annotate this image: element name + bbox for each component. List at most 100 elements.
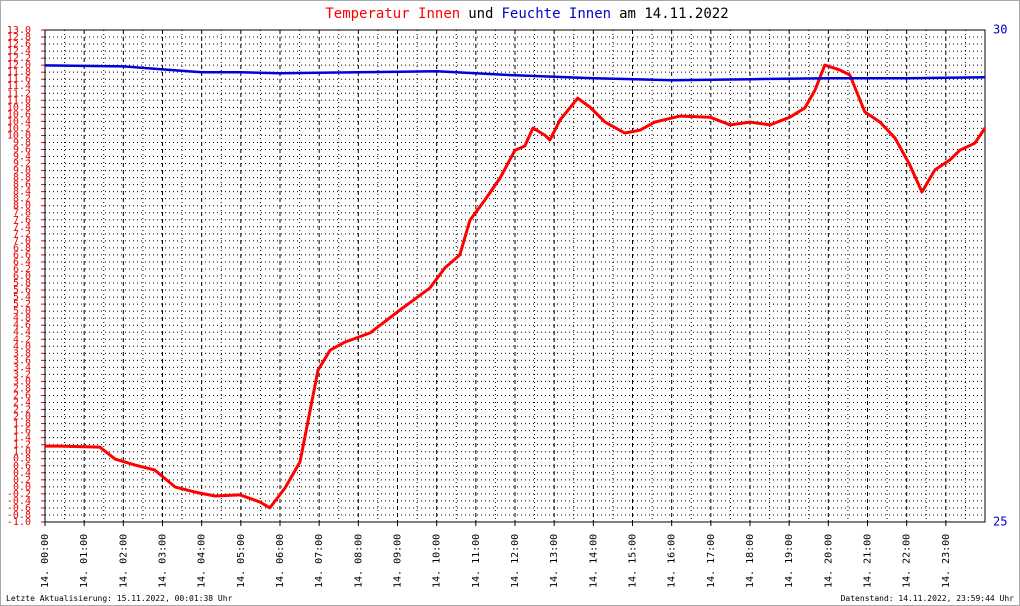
y-tick-label: 6.4 [13,257,31,268]
y-tick-label: 1.0 [13,447,31,458]
y-tick-label: 2.2 [13,405,31,416]
y-tick-label: 9.2 [13,159,31,170]
y-tick-label: 0.8 [13,454,31,465]
y-tick-label: 2.6 [13,390,31,401]
y-tick-label: 11.6 [7,74,31,85]
plot-border [44,29,986,523]
x-tick-label: 14. 05:00 [236,534,247,588]
y-tick-label: 13.0 [7,25,31,36]
y-tick-label: 10.0 [7,130,31,141]
x-tick-label: 14. 02:00 [118,534,129,588]
chart-title: Temperatur Innen und Feuchte Innen am 14.11… [325,6,728,22]
title-part: Temperatur Innen [325,6,460,22]
y2-tick-label: 25 [993,515,1007,529]
y-tick-label: 8.8 [13,173,31,184]
x-tick-label: 14. 06:00 [275,534,286,588]
y-tick-label: 0.6 [13,461,31,472]
x-tick-label: 14. 01:00 [79,534,90,588]
x-tick-label: 14. 16:00 [667,534,678,588]
y-tick-label: 7.4 [13,222,31,233]
y-tick-label: 5.6 [13,285,31,296]
y-tick-label: 9.4 [13,152,31,163]
y-tick-label: 4.0 [13,341,31,352]
y-tick-label: 12.4 [7,46,31,57]
y-tick-label: -0.6 [7,503,31,514]
x-tick-label: 14. 10:00 [432,534,443,588]
x-tick-label: 14. 14:00 [588,534,599,588]
x-tick-label: 14. 21:00 [863,534,874,588]
y-tick-label: 3.4 [13,362,31,373]
title-part: Feuchte Innen [502,6,612,22]
x-tick-label: 14. 12:00 [510,534,521,588]
y-tick-label: 8.0 [13,201,31,212]
y-tick-label: 7.2 [13,229,31,240]
y-tick-label: -1.0 [7,517,31,528]
y-tick-label: 4.2 [13,334,31,345]
y-tick-label: 4.6 [13,320,31,331]
title-part: am 14.11.2022 [619,6,729,22]
y-tick-label: 3.8 [13,348,31,359]
y-tick-label: 11.8 [7,67,31,78]
x-tick-label: 14. 22:00 [902,534,913,588]
x-tick-label: 14. 13:00 [549,534,560,588]
y-tick-label: 7.8 [13,208,31,219]
x-tick-label: 14. 15:00 [628,534,639,588]
y-tick-label: 0.2 [13,475,31,486]
y-tick-label: 5.2 [13,299,31,310]
x-tick-label: 14. 18:00 [745,534,756,588]
x-tick-label: 14. 17:00 [706,534,717,588]
y-tick-label: 1.4 [13,433,31,444]
y-tick-label: 8.2 [13,194,31,205]
x-tick-label: 14. 09:00 [393,534,404,588]
y-tick-label: 12.6 [7,39,31,50]
y-tick-label: 9.8 [13,137,31,148]
y2-tick-label: 30 [993,23,1007,37]
y-tick-label: 7.0 [13,236,31,247]
y-tick-label: -0.8 [7,510,31,521]
x-tick-label: 14. 04:00 [197,534,208,588]
y-tick-label: 5.8 [13,278,31,289]
y-tick-label: 11.2 [7,88,31,99]
y-tick-label: 6.0 [13,271,31,282]
y-tick-label: 9.6 [13,144,31,155]
series-line [44,64,986,82]
y-tick-label: 3.2 [13,369,31,380]
x-tick-label: 14. 11:00 [471,534,482,588]
y-tick-label: 4.8 [13,313,31,324]
y-tick-label: 0.0 [13,482,31,493]
x-tick-label: 14. 19:00 [784,534,795,588]
y-tick-label: 12.2 [7,53,31,64]
y-tick-label: 11.4 [7,81,31,92]
x-tick-label: 14. 20:00 [823,534,834,588]
y-tick-label: 1.8 [13,419,31,430]
y-tick-label: 9.0 [13,166,31,177]
y-tick-label: 12.0 [7,60,31,71]
x-tick-label: 14. 23:00 [941,534,952,588]
title-part: und [468,6,493,22]
y-tick-label: 5.4 [13,292,31,303]
x-tick-label: 14. 00:00 [40,534,51,588]
y-tick-label: 3.0 [13,376,31,387]
y-tick-label: 10.2 [7,123,31,134]
footer-left: Letzte Aktualisierung: 15.11.2022, 00:01… [6,594,233,603]
y-tick-label: 2.0 [13,412,31,423]
footer-right: Datenstand: 14.11.2022, 23:59:44 Uhr [841,594,1015,603]
x-tick-label: 14. 07:00 [314,534,325,588]
x-tick-label: 14. 08:00 [353,534,364,588]
y-tick-label: -0.2 [7,489,31,500]
y-tick-label: 1.6 [13,426,31,437]
y-tick-label: 3.6 [13,355,31,366]
y-tick-label: 2.8 [13,383,31,394]
y-tick-label: 10.4 [7,116,31,127]
y-tick-label: 11.0 [7,95,31,106]
y-tick-label: 0.4 [13,468,31,479]
y-tick-label: 2.4 [13,398,31,409]
y-tick-label: 6.6 [13,250,31,261]
y-tick-label: 10.8 [7,102,31,113]
y-tick-label: 5.0 [13,306,31,317]
y-tick-label: 6.8 [13,243,31,254]
y-tick-label: 4.4 [13,327,31,338]
y-tick-label: 1.2 [13,440,31,451]
